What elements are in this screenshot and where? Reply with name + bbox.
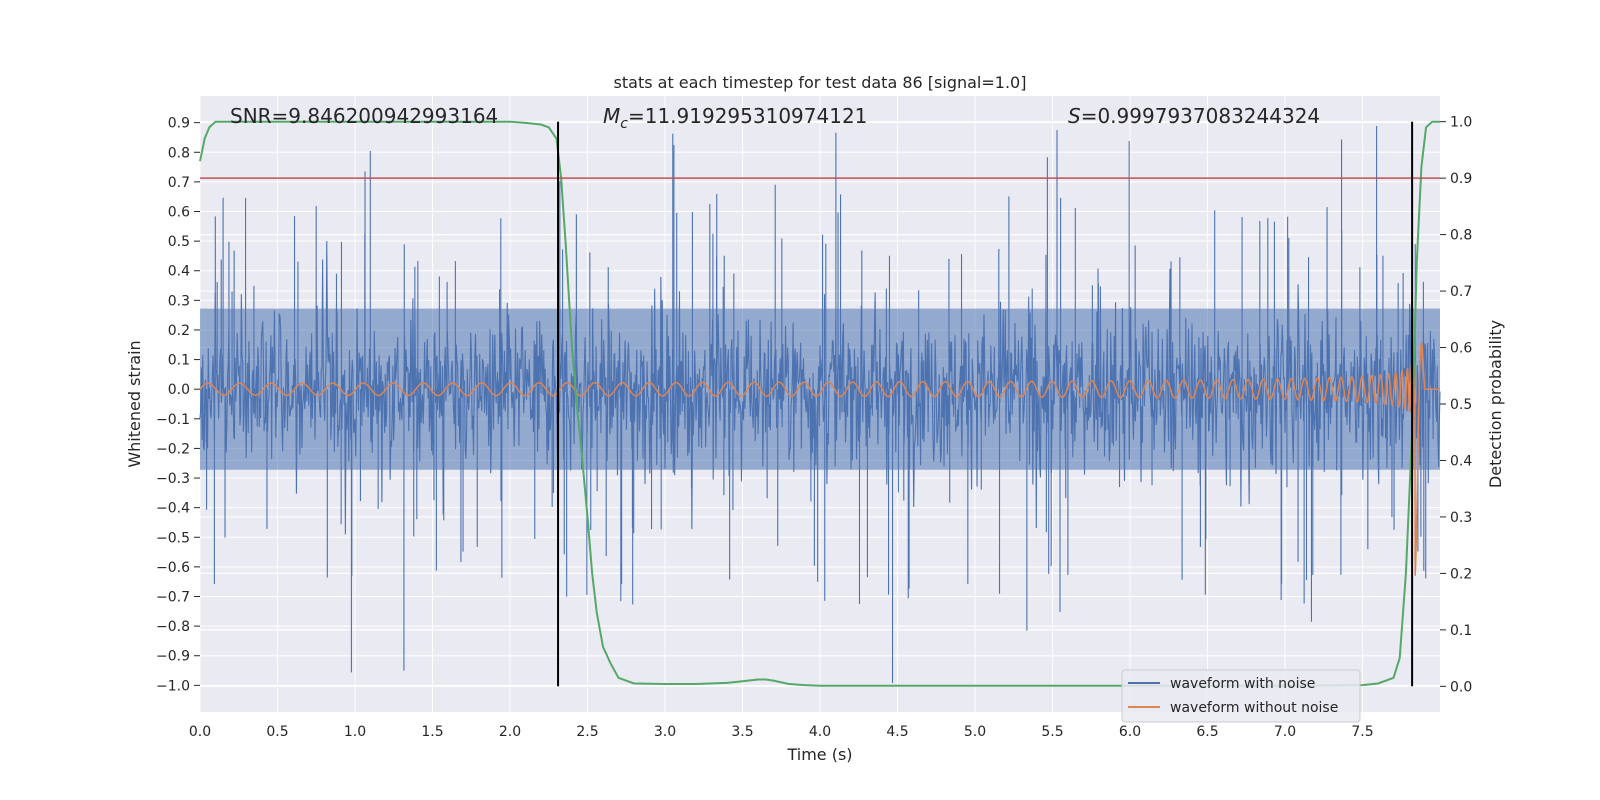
left-tick-label: 0.3 (168, 293, 190, 309)
right-tick-label: 0.8 (1450, 228, 1472, 244)
left-tick-label: −0.6 (156, 560, 190, 576)
x-tick-label: 6.0 (1119, 724, 1141, 740)
left-tick-label: 0.6 (168, 205, 190, 221)
right-tick-label: 0.1 (1450, 623, 1472, 639)
chirp-mass-annotation: Mc=11.919295310974121 (603, 104, 867, 132)
chirp-line (199, 341, 1440, 576)
chirp-mass-value: =11.919295310974121 (628, 104, 867, 128)
chart-title: stats at each timestep for test data 86 … (614, 73, 1027, 92)
x-tick-label: 7.5 (1351, 724, 1373, 740)
probability-line (199, 120, 1440, 687)
left-axis-label: Whitened strain (125, 340, 144, 467)
left-tick-label: 0.9 (168, 116, 190, 132)
x-axis-ticks: 0.0 0.5 1.0 1.5 2.0 2.5 3.0 3.5 4.0 4.5 5.0 5.5 6.0 6… (189, 724, 1374, 740)
legend-box (1121, 669, 1361, 723)
right-tick-label: 0.0 (1450, 679, 1472, 695)
x-tick-label: 1.0 (344, 724, 366, 740)
left-tick-label: 0.0 (168, 382, 190, 398)
x-tick-label: 1.5 (421, 724, 443, 740)
right-tick-label: 1.0 (1450, 115, 1472, 131)
left-tick-label: −0.7 (156, 590, 190, 606)
left-axis-ticks: 0.9 0.8 0.7 0.6 0.5 0.4 0.3 0.2 0.1 0.0 −0.1 −0.2 −0… (156, 116, 200, 694)
vertical-markers (557, 121, 1414, 687)
x-tick-label: 0.5 (266, 724, 288, 740)
left-tick-label: −0.1 (156, 412, 190, 428)
legend-label-clean: waveform without noise (1170, 700, 1338, 716)
left-tick-label: −0.5 (156, 530, 190, 546)
legend: waveform with noise waveform without noi… (1121, 669, 1361, 723)
x-tick-label: 4.5 (886, 724, 908, 740)
right-tick-label: 0.9 (1450, 171, 1472, 187)
x-tick-label: 2.0 (499, 724, 521, 740)
legend-label-noise: waveform with noise (1170, 676, 1315, 692)
right-tick-label: 0.2 (1450, 566, 1472, 582)
right-tick-label: 0.5 (1450, 397, 1472, 413)
right-axis-ticks: 1.0 0.9 0.8 0.7 0.6 0.5 0.4 0.3 0.2 0.1 0.0 (1440, 115, 1472, 695)
x-tick-label: 3.0 (654, 724, 676, 740)
x-tick-label: 5.0 (964, 724, 986, 740)
x-tick-label: 0.0 (189, 724, 211, 740)
left-tick-label: 0.4 (168, 264, 190, 280)
s-symbol: S (1068, 104, 1081, 128)
left-tick-label: 0.1 (168, 353, 190, 369)
left-tick-label: 0.5 (168, 234, 190, 250)
x-tick-label: 4.0 (809, 724, 831, 740)
right-tick-label: 0.6 (1450, 341, 1472, 357)
x-tick-label: 5.5 (1041, 724, 1063, 740)
chirp-mass-symbol: M (603, 104, 620, 128)
right-axis-label: Detection probability (1486, 320, 1505, 488)
left-tick-label: −0.3 (156, 471, 190, 487)
right-tick-label: 0.4 (1450, 453, 1472, 469)
x-tick-label: 3.5 (731, 724, 753, 740)
x-axis-label: Time (s) (786, 745, 852, 764)
left-tick-label: −0.2 (156, 441, 190, 457)
snr-annotation: SNR=9.846200942993164 (230, 104, 498, 128)
series-waveform-without-noise (199, 341, 1440, 576)
left-tick-label: −0.4 (156, 501, 190, 517)
s-annotation: S=0.9997937083244324 (1068, 104, 1320, 128)
x-tick-label: 7.0 (1274, 724, 1296, 740)
left-tick-label: 0.7 (168, 175, 190, 191)
chirp-mass-subscript: c (620, 116, 628, 132)
series-detection-probability (199, 120, 1440, 687)
series-waveform-with-noise (199, 126, 1441, 684)
right-tick-label: 0.7 (1450, 284, 1472, 300)
left-tick-label: −1.0 (156, 678, 190, 694)
left-tick-label: 0.8 (168, 145, 190, 161)
right-tick-label: 0.3 (1450, 510, 1472, 526)
x-tick-label: 6.5 (1196, 724, 1218, 740)
left-tick-label: −0.9 (156, 649, 190, 665)
left-tick-label: −0.8 (156, 619, 190, 635)
left-tick-label: 0.2 (168, 323, 190, 339)
s-value: =0.9997937083244324 (1081, 104, 1320, 128)
noise-band (200, 308, 1440, 470)
x-tick-label: 2.5 (576, 724, 598, 740)
